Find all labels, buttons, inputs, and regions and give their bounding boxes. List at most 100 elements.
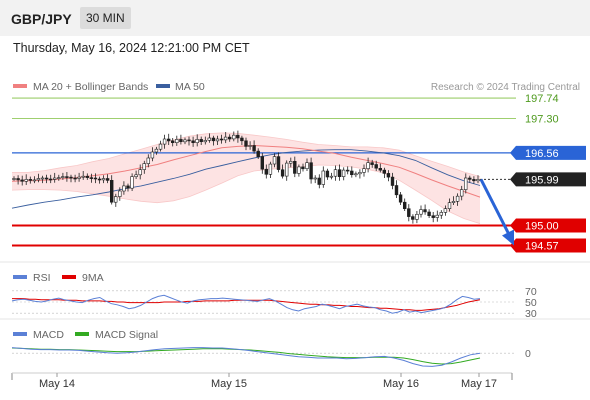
candle bbox=[415, 214, 419, 220]
rsi-legend-swatch bbox=[13, 275, 27, 279]
candle bbox=[472, 179, 476, 182]
candle bbox=[431, 215, 435, 218]
candle bbox=[65, 176, 69, 178]
candle bbox=[142, 163, 146, 170]
candle bbox=[171, 140, 175, 144]
candle bbox=[85, 175, 90, 178]
bollinger-lower-line bbox=[11, 164, 481, 224]
rsi-tick-label: 50 bbox=[525, 297, 537, 309]
candle bbox=[459, 189, 464, 197]
ma50-legend-label: MA 50 bbox=[175, 81, 205, 93]
candle bbox=[272, 156, 277, 165]
candle bbox=[313, 177, 317, 180]
candle bbox=[317, 177, 321, 185]
macd-tick-label: 0 bbox=[525, 348, 531, 360]
candle bbox=[81, 175, 85, 178]
chart-header: GBP/JPY 30 MIN bbox=[0, 0, 590, 36]
x-axis-tick-label: May 16 bbox=[383, 378, 419, 390]
candle bbox=[146, 157, 150, 164]
candle bbox=[167, 138, 171, 142]
candle bbox=[325, 170, 330, 178]
candle bbox=[329, 175, 334, 178]
candle bbox=[358, 172, 362, 175]
level-label: 195.99 bbox=[525, 174, 559, 186]
candle bbox=[118, 190, 122, 197]
projection-arrow-shaft bbox=[479, 178, 512, 238]
candle bbox=[439, 212, 443, 216]
candle bbox=[468, 177, 472, 180]
candle bbox=[337, 169, 342, 177]
projection-arrow-head bbox=[502, 229, 514, 246]
candle bbox=[366, 162, 370, 169]
candle bbox=[382, 169, 386, 174]
level-label: 194.57 bbox=[525, 240, 559, 252]
macd-legend-swatch bbox=[13, 332, 27, 336]
macd-line bbox=[11, 347, 481, 367]
candle bbox=[138, 169, 142, 176]
candle bbox=[398, 194, 403, 203]
candle bbox=[16, 178, 20, 181]
candle bbox=[423, 209, 427, 213]
candle bbox=[232, 134, 236, 140]
candle bbox=[268, 163, 273, 175]
candle bbox=[374, 164, 378, 169]
candle bbox=[345, 169, 350, 172]
candle bbox=[427, 211, 431, 217]
bollinger-band bbox=[12, 132, 480, 224]
candle bbox=[223, 136, 228, 141]
candle bbox=[215, 138, 220, 142]
candle bbox=[228, 136, 232, 140]
candle bbox=[154, 148, 159, 153]
candle bbox=[443, 208, 448, 213]
candle bbox=[451, 201, 456, 204]
candle bbox=[77, 176, 81, 179]
candle bbox=[301, 166, 305, 170]
timeframe-button[interactable]: 30 MIN bbox=[80, 7, 131, 29]
candle bbox=[89, 177, 94, 179]
candle bbox=[370, 162, 374, 165]
level-label: 197.30 bbox=[525, 114, 559, 126]
candle bbox=[476, 179, 480, 182]
rsi-ma-legend-label: 9MA bbox=[82, 272, 104, 284]
candle bbox=[244, 140, 248, 147]
candle bbox=[158, 143, 163, 150]
candle bbox=[280, 169, 285, 177]
macd-signal-legend-swatch bbox=[75, 332, 89, 336]
level-tag bbox=[510, 238, 586, 253]
candle bbox=[219, 138, 224, 141]
candle bbox=[179, 139, 183, 142]
bollinger-upper-line bbox=[12, 132, 481, 177]
candle bbox=[57, 177, 61, 179]
rsi-tick-label: 70 bbox=[525, 286, 537, 298]
symbol-label: GBP/JPY bbox=[11, 11, 72, 27]
candle bbox=[24, 179, 28, 182]
candle bbox=[69, 176, 73, 179]
candle bbox=[350, 170, 354, 176]
level-label: 195.00 bbox=[525, 220, 559, 232]
candle bbox=[256, 150, 260, 158]
rsi-legend-label: RSI bbox=[33, 272, 51, 284]
candle bbox=[260, 156, 264, 170]
candle bbox=[110, 180, 114, 203]
candle bbox=[207, 137, 211, 141]
candle bbox=[12, 178, 16, 180]
macd-legend-label: MACD bbox=[33, 329, 64, 341]
candle bbox=[284, 162, 289, 177]
ma50-legend-swatch bbox=[156, 84, 170, 88]
ma20-legend-swatch bbox=[13, 84, 27, 88]
candle bbox=[20, 179, 24, 182]
rsi-tick-label: 30 bbox=[525, 308, 537, 320]
candle bbox=[240, 137, 244, 142]
x-axis-tick-label: May 14 bbox=[39, 378, 75, 390]
candle bbox=[402, 201, 407, 209]
candle bbox=[203, 140, 207, 143]
ma20-legend-label: MA 20 + Bollinger Bands bbox=[33, 81, 148, 93]
candle bbox=[390, 176, 395, 186]
rsi-line bbox=[11, 294, 481, 314]
level-tag bbox=[510, 218, 586, 233]
candle bbox=[411, 216, 415, 220]
candle bbox=[105, 178, 110, 181]
candle bbox=[248, 145, 252, 147]
candle bbox=[455, 195, 460, 202]
